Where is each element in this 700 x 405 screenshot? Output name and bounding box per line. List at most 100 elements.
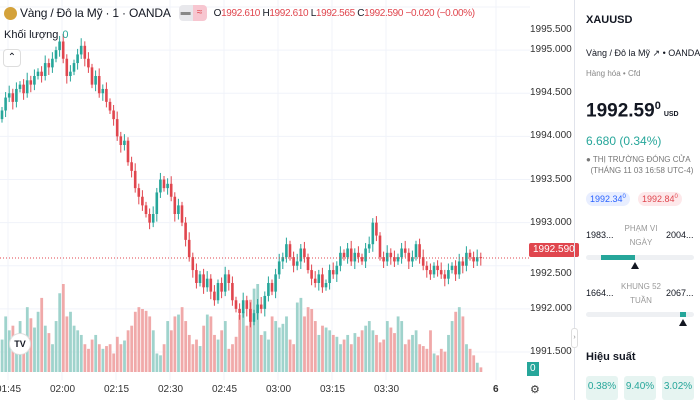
performance-3m[interactable]: 3.02%: [662, 376, 694, 400]
volume-bar: [295, 302, 299, 372]
volume-bar: [123, 340, 126, 372]
candle-body: [177, 205, 180, 214]
category: Hàng hóa • Cfd: [586, 69, 641, 78]
exchange-line[interactable]: Vàng / Đô la Mỹ ↗ • OANDA: [586, 48, 700, 58]
volume-bar: [137, 307, 141, 372]
candle-body: [130, 162, 133, 171]
volume-bar: [4, 316, 8, 372]
volume-bar: [130, 325, 134, 372]
candle-body: [87, 58, 90, 68]
candle-body: [58, 41, 61, 51]
volume-bar: [407, 339, 411, 372]
candle-body: [267, 283, 270, 296]
volume-bar: [267, 339, 270, 372]
chart-title[interactable]: Vàng / Đô la Mỹ · 1 · OANDA: [20, 6, 171, 20]
external-link-icon[interactable]: ↗: [652, 48, 661, 58]
volume-bar: [151, 330, 155, 372]
candle-body: [443, 274, 447, 279]
ask-price[interactable]: 1992.840: [638, 192, 682, 206]
performance-title: Hiệu suất: [586, 351, 636, 363]
indicator-toggle[interactable]: ▬ ≈: [178, 5, 207, 21]
time-tick: 02:30: [158, 384, 184, 395]
volume-bar: [317, 334, 321, 372]
volume-bar: [335, 336, 339, 372]
performance-1m[interactable]: 9.40%: [624, 376, 656, 400]
volume-bar: [227, 348, 231, 372]
candle-body: [375, 222, 378, 236]
candle-body: [450, 265, 454, 271]
settings-gear-icon[interactable]: ⚙: [530, 384, 540, 396]
volume-bar: [274, 321, 278, 372]
candle-body: [90, 67, 94, 85]
volume-bar: [450, 321, 454, 372]
volume-bar: [382, 339, 386, 372]
candle-body: [328, 270, 331, 283]
volume-bar: [252, 288, 256, 372]
candle-body: [0, 110, 4, 120]
candle-body: [371, 222, 375, 245]
candle-body: [137, 188, 141, 197]
candle-body: [213, 291, 216, 301]
collapse-legend-button[interactable]: ⌃: [3, 49, 21, 67]
volume-bar: [166, 321, 170, 372]
volume-bar: [371, 330, 375, 372]
volume-bar: [418, 344, 422, 372]
candle-body: [133, 170, 137, 189]
candle-body: [411, 257, 414, 262]
candle-body: [425, 265, 429, 271]
volume-bar: [281, 323, 285, 372]
wave-icon[interactable]: ≈: [192, 5, 207, 21]
volume-bar: [119, 344, 123, 372]
volume-bar: [429, 330, 432, 372]
time-tick: 03:30: [374, 384, 400, 395]
panel-divider[interactable]: [574, 0, 575, 400]
candle-body: [382, 257, 385, 262]
volume-bar: [328, 330, 332, 372]
volume-bar: [292, 344, 296, 372]
candle-body: [112, 110, 115, 120]
candle-body: [83, 45, 87, 59]
price-chart[interactable]: [0, 0, 530, 400]
volume-bar: [231, 344, 234, 372]
volume-bar: [90, 339, 94, 372]
minus-icon[interactable]: ▬: [178, 5, 193, 21]
volume-bar: [173, 316, 177, 372]
price-change: 6.680 (0.34%): [586, 134, 662, 148]
gold-symbol-icon: [4, 6, 17, 20]
volume-bar: [94, 334, 98, 372]
volume-bar: [69, 311, 72, 372]
price-tick: 1993.500: [530, 173, 572, 185]
volume-bar: [277, 327, 281, 372]
volume-bar: [238, 314, 242, 372]
volume-bar: [443, 351, 447, 372]
volume-bar: [141, 309, 144, 372]
candle-body: [472, 257, 475, 262]
candle-body: [25, 80, 29, 94]
candle-body: [184, 222, 187, 240]
candlestick-canvas[interactable]: [0, 0, 530, 400]
volume-bar: [411, 334, 414, 372]
volume-bar: [360, 330, 364, 372]
volume-bar: [249, 299, 252, 372]
price-tick: 1991.500: [530, 346, 572, 357]
day-range-low: 1983...: [586, 230, 614, 240]
tradingview-logo[interactable]: TV: [9, 333, 31, 355]
candle-body: [414, 244, 418, 258]
candle-body: [342, 252, 346, 258]
candle-body: [148, 214, 151, 223]
candle-body: [220, 283, 223, 292]
performance-1w[interactable]: 0.38%: [586, 376, 618, 400]
bid-price[interactable]: 1992.340: [586, 192, 630, 206]
volume-bar: [101, 348, 105, 372]
volume-bar: [177, 314, 180, 372]
volume-bar: [76, 330, 80, 372]
candle-body: [238, 308, 241, 314]
volume-bar: [324, 327, 328, 372]
volume-bar: [159, 355, 162, 372]
candle-body: [400, 248, 403, 258]
candle-body: [4, 97, 7, 111]
candle-body: [367, 244, 371, 249]
candle-body: [436, 265, 439, 271]
collapse-panel-handle[interactable]: ›: [571, 328, 578, 348]
candle-body: [51, 58, 54, 68]
